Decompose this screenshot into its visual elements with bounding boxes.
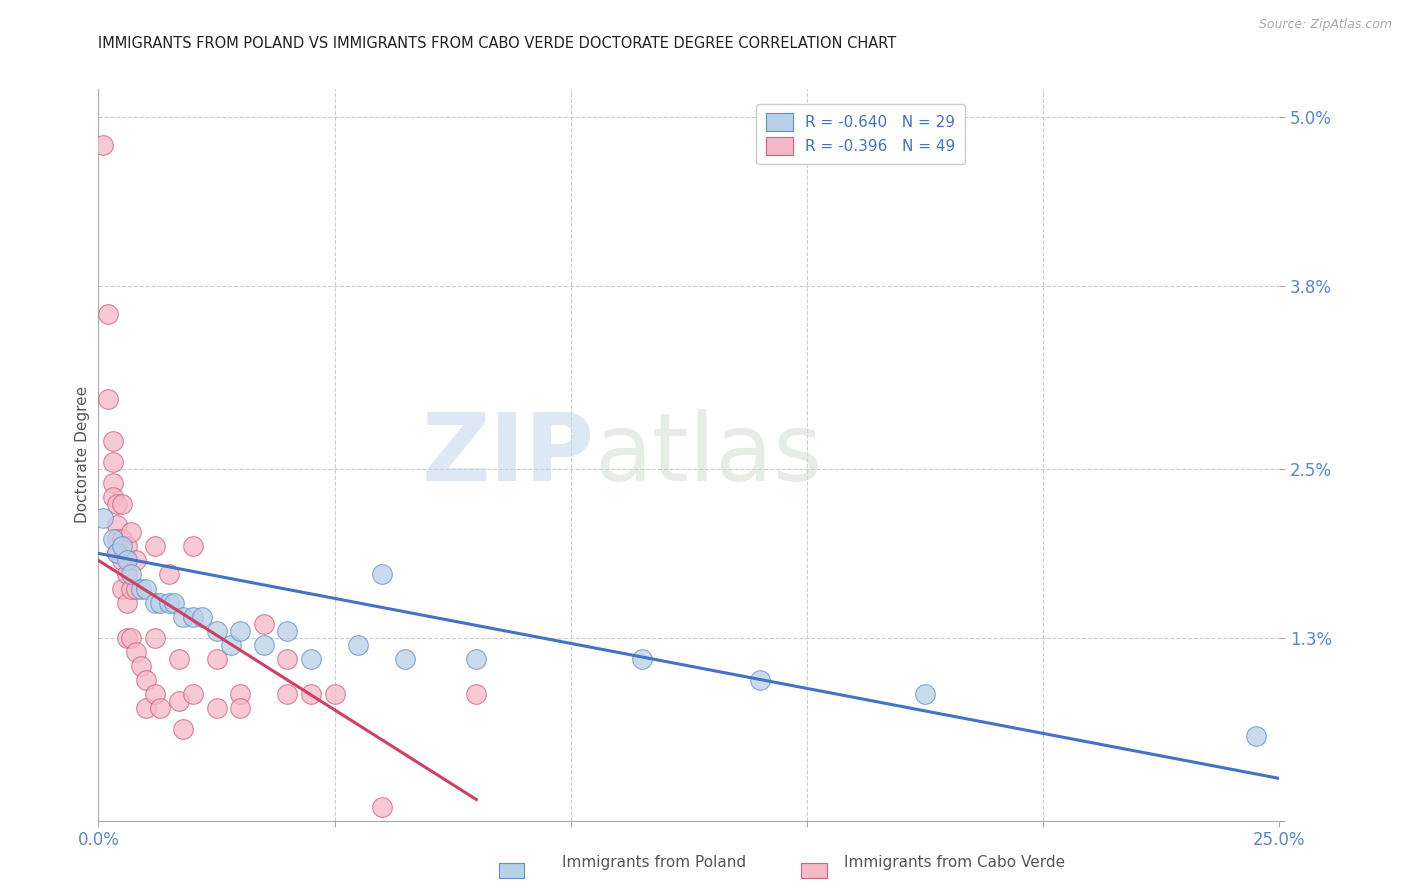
Point — [191, 609, 214, 624]
Point — [143, 596, 166, 610]
Point — [172, 723, 194, 737]
Point — [105, 546, 128, 560]
Point — [101, 476, 124, 491]
Point — [748, 673, 770, 687]
Point — [115, 553, 138, 567]
Point — [149, 596, 172, 610]
Text: Immigrants from Poland: Immigrants from Poland — [562, 855, 747, 870]
Point — [91, 138, 114, 153]
Point — [101, 533, 124, 547]
Point — [465, 687, 488, 701]
Point — [143, 687, 166, 701]
Point — [101, 490, 124, 504]
Point — [115, 631, 138, 645]
Point — [105, 546, 128, 560]
Point — [172, 609, 194, 624]
Point — [135, 673, 157, 687]
Point — [111, 553, 134, 567]
Point — [115, 539, 138, 553]
Point — [105, 518, 128, 533]
Point — [149, 701, 172, 715]
Point — [205, 624, 228, 638]
Point — [135, 701, 157, 715]
Text: IMMIGRANTS FROM POLAND VS IMMIGRANTS FROM CABO VERDE DOCTORATE DEGREE CORRELATIO: IMMIGRANTS FROM POLAND VS IMMIGRANTS FRO… — [98, 36, 897, 51]
Point — [229, 701, 252, 715]
Point — [115, 567, 138, 582]
Point — [125, 582, 148, 596]
Y-axis label: Doctorate Degree: Doctorate Degree — [75, 386, 90, 524]
Point — [121, 525, 143, 540]
Point — [121, 582, 143, 596]
Point — [276, 687, 298, 701]
Point — [219, 638, 242, 652]
Point — [143, 631, 166, 645]
Point — [111, 539, 134, 553]
Point — [630, 652, 652, 666]
Point — [914, 687, 936, 701]
Point — [299, 687, 322, 701]
Point — [371, 567, 394, 582]
Point — [129, 582, 152, 596]
Point — [347, 638, 370, 652]
Point — [167, 652, 190, 666]
Point — [105, 497, 128, 511]
Point — [465, 652, 488, 666]
Point — [101, 455, 124, 469]
Point — [157, 596, 180, 610]
Point — [97, 392, 120, 406]
Point — [253, 638, 276, 652]
Point — [129, 659, 152, 673]
Point — [276, 624, 298, 638]
Point — [125, 645, 148, 659]
Point — [105, 533, 128, 547]
Text: ZIP: ZIP — [422, 409, 595, 501]
Point — [371, 799, 394, 814]
Point — [111, 497, 134, 511]
Point — [121, 631, 143, 645]
Point — [101, 434, 124, 448]
Point — [181, 687, 204, 701]
Point — [323, 687, 346, 701]
Point — [1244, 729, 1267, 743]
Point — [253, 616, 276, 631]
Point — [181, 609, 204, 624]
Point — [111, 533, 134, 547]
Point — [143, 539, 166, 553]
Point — [181, 539, 204, 553]
Point — [115, 596, 138, 610]
Point — [135, 582, 157, 596]
Point — [91, 511, 114, 525]
Point — [229, 687, 252, 701]
Text: Source: ZipAtlas.com: Source: ZipAtlas.com — [1258, 18, 1392, 31]
Point — [157, 567, 180, 582]
Text: atlas: atlas — [595, 409, 823, 501]
Point — [205, 652, 228, 666]
Legend: R = -0.640   N = 29, R = -0.396   N = 49: R = -0.640 N = 29, R = -0.396 N = 49 — [756, 104, 965, 164]
Point — [229, 624, 252, 638]
Point — [121, 567, 143, 582]
Point — [299, 652, 322, 666]
Text: Immigrants from Cabo Verde: Immigrants from Cabo Verde — [844, 855, 1064, 870]
Point — [125, 553, 148, 567]
Point — [205, 701, 228, 715]
Point — [111, 582, 134, 596]
Point — [167, 694, 190, 708]
Point — [163, 596, 186, 610]
Point — [394, 652, 416, 666]
Point — [276, 652, 298, 666]
Point — [97, 307, 120, 321]
